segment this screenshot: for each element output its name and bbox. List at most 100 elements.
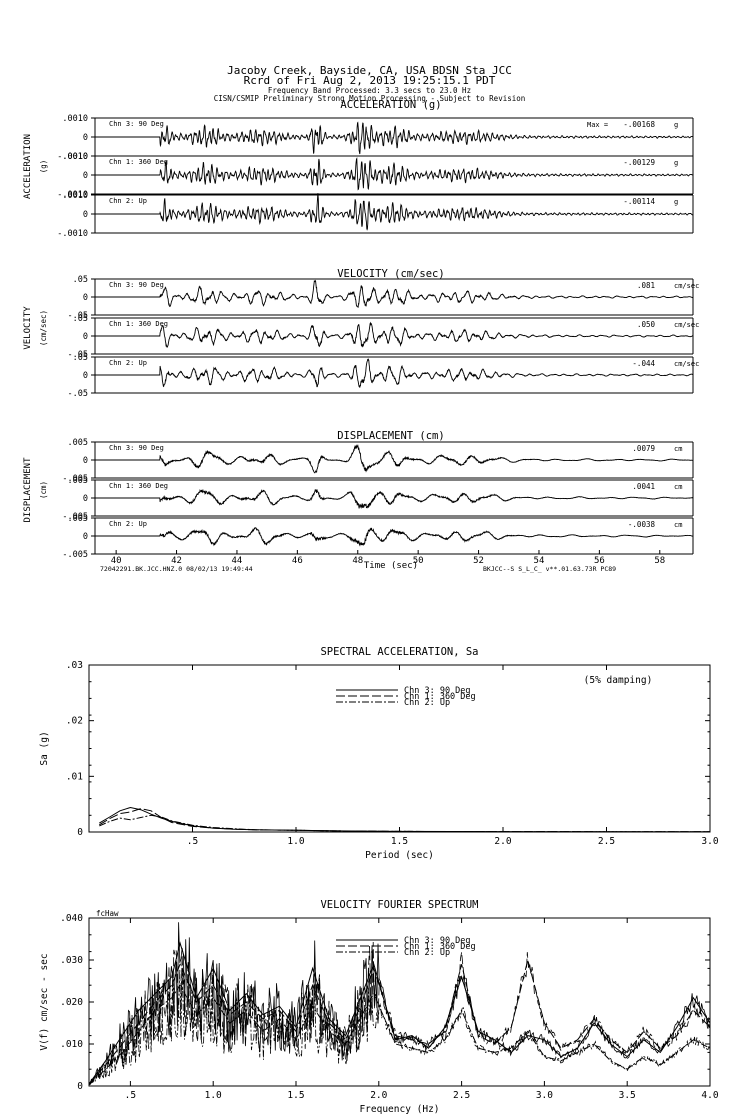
peak-unit: cm	[674, 521, 682, 529]
displacement-title: DISPLACEMENT (cm)	[337, 430, 444, 442]
spectral-accel-legend-label-chn3: Chn 3: 90 Deg	[404, 686, 471, 696]
y-tick-label: 0	[83, 371, 88, 381]
record-id: 72042291.BK.JCC.HNZ.0 08/02/13 19:49:44	[100, 565, 253, 573]
y-tick-label: -.005	[62, 474, 88, 484]
spectral-accel-plot-frame	[88, 664, 711, 833]
x-tick-label: 40	[111, 556, 122, 566]
trace-velocity-chn1	[95, 321, 694, 348]
peak-value-chn3: .0079	[632, 444, 655, 453]
spectral-accel-x-tick-label: 2.5	[598, 836, 615, 847]
trace-velocity-chn2	[95, 358, 694, 388]
y-tick-label: 0	[83, 532, 88, 542]
spectral-accel-y-tick-label: .03	[66, 660, 83, 671]
x-tick-label: 58	[654, 556, 665, 566]
trace-displacement-chn1	[95, 488, 693, 509]
processing-disclaimer: CISN/CSMIP Preliminary Strong Motion Pro…	[213, 94, 526, 103]
peak-value-chn2: -.00114	[623, 197, 655, 206]
spectral-accel-x-tick-label: .5	[187, 836, 198, 847]
y-tick-label: .005	[68, 476, 88, 486]
channel-label-chn2: Chn 2: Up	[109, 520, 147, 528]
channel-label-chn2: Chn 2: Up	[109, 197, 147, 205]
channel-label-chn3: Chn 3: 90 Deg	[109, 281, 164, 289]
velocity-title: VELOCITY (cm/sec)	[337, 268, 444, 280]
spectral-accel-y-tick-label: 0	[77, 827, 83, 838]
y-tick-label: -.05	[68, 350, 88, 360]
displacement-unit-label: (cm)	[39, 481, 48, 499]
fourier-ylabel: V(f) cm/sec - sec	[39, 953, 50, 1050]
fourier-corner-label: fcHaw	[96, 909, 119, 918]
station-title: Jacoby Creek, Bayside, CA, USA BDSN Sta …	[227, 64, 512, 77]
fourier-x-tick-label: 2.0	[370, 1090, 387, 1101]
channel-label-chn3: Chn 3: 90 Deg	[109, 120, 164, 128]
fourier-x-tick-label: 1.0	[205, 1090, 222, 1101]
trace-acceleration-chn1	[95, 157, 694, 191]
y-tick-label: 0	[83, 171, 88, 181]
y-tick-label: .05	[73, 353, 88, 363]
y-tick-label: 0	[83, 332, 88, 342]
x-tick-label: 42	[171, 556, 182, 566]
y-tick-label: 0	[83, 456, 88, 466]
peak-unit: cm	[674, 445, 682, 453]
fourier-series-chn2	[88, 984, 711, 1086]
damping-note: (5% damping)	[584, 675, 653, 686]
peak-unit: cm	[674, 483, 682, 491]
fourier-y-tick-label: .020	[60, 997, 83, 1008]
fourier-y-tick-label: 0	[77, 1081, 83, 1092]
spectral-accel-legend-label-chn2: Chn 2: Up	[404, 698, 450, 708]
x-tick-label: 56	[594, 556, 605, 566]
spectral-accel-legend-label-chn1: Chn 1: 360 Deg	[404, 692, 476, 702]
peak-value-chn3: .081	[637, 281, 655, 290]
y-tick-label: -.0010	[57, 190, 88, 200]
fourier-y-tick-label: .040	[60, 913, 83, 924]
fourier-detail-chn3	[88, 922, 711, 1085]
fourier-x-tick-label: .5	[125, 1090, 136, 1101]
fourier-y-tick-label: .010	[60, 1039, 83, 1050]
spectral-accel-x-tick-label: 1.0	[287, 836, 304, 847]
trace-acceleration-chn2	[95, 193, 694, 231]
y-tick-label: -.05	[68, 389, 88, 399]
fourier-series-chn1	[88, 959, 711, 1085]
y-tick-label: -.0010	[57, 229, 88, 239]
peak-unit: cm/sec	[674, 282, 699, 290]
peak-unit: g	[674, 198, 678, 206]
x-tick-label: 52	[473, 556, 484, 566]
fourier-y-tick-label: .030	[60, 955, 83, 966]
y-tick-label: .005	[68, 438, 88, 448]
peak-unit: cm/sec	[674, 321, 699, 329]
acceleration-title: ACCELERATION (g)	[340, 99, 441, 111]
trace-acceleration-chn3	[95, 121, 694, 155]
y-tick-label: -.05	[68, 311, 88, 321]
channel-label-chn1: Chn 1: 360 Deg	[109, 482, 168, 490]
peak-unit: g	[674, 159, 678, 167]
fourier-legend-label-chn1: Chn 1: 360 Deg	[404, 942, 476, 952]
fourier-legend-label-chn2: Chn 2: Up	[404, 948, 450, 958]
y-tick-label: -.005	[62, 550, 88, 560]
spectral-accel-ylabel: Sa (g)	[39, 731, 50, 765]
y-tick-label: .005	[68, 514, 88, 524]
spectral-accel-series-chn1	[99, 808, 711, 833]
y-tick-label: 0	[83, 210, 88, 220]
peak-value-chn1: .050	[637, 320, 656, 329]
y-tick-label: 0	[83, 133, 88, 143]
spectral-accel-x-tick-label: 1.5	[391, 836, 408, 847]
spectral-accel-series-chn3	[99, 806, 711, 833]
y-tick-label: -.0010	[57, 152, 88, 162]
peak-value-chn1: -.00129	[623, 158, 655, 167]
fourier-x-tick-label: 3.5	[619, 1090, 636, 1101]
trace-displacement-chn2	[95, 527, 694, 547]
fourier-x-tick-label: 1.5	[287, 1090, 304, 1101]
spectral-accel-title: SPECTRAL ACCELERATION, Sa	[320, 646, 478, 658]
max-label: Max =	[587, 121, 608, 129]
spectral-accel-x-tick-label: 3.0	[701, 836, 718, 847]
fourier-title: VELOCITY FOURIER SPECTRUM	[320, 899, 478, 911]
y-tick-label: .0010	[62, 191, 88, 201]
fourier-xlabel: Frequency (Hz)	[359, 1104, 439, 1115]
fourier-x-tick-label: 4.0	[701, 1090, 718, 1101]
peak-value-chn1: .0041	[632, 482, 655, 491]
x-tick-label: 50	[413, 556, 424, 566]
fourier-detail-chn1	[88, 941, 711, 1085]
y-tick-label: 0	[83, 293, 88, 303]
acceleration-unit-label: (g)	[39, 160, 48, 174]
velocity-ylabel: VELOCITY	[23, 306, 33, 350]
